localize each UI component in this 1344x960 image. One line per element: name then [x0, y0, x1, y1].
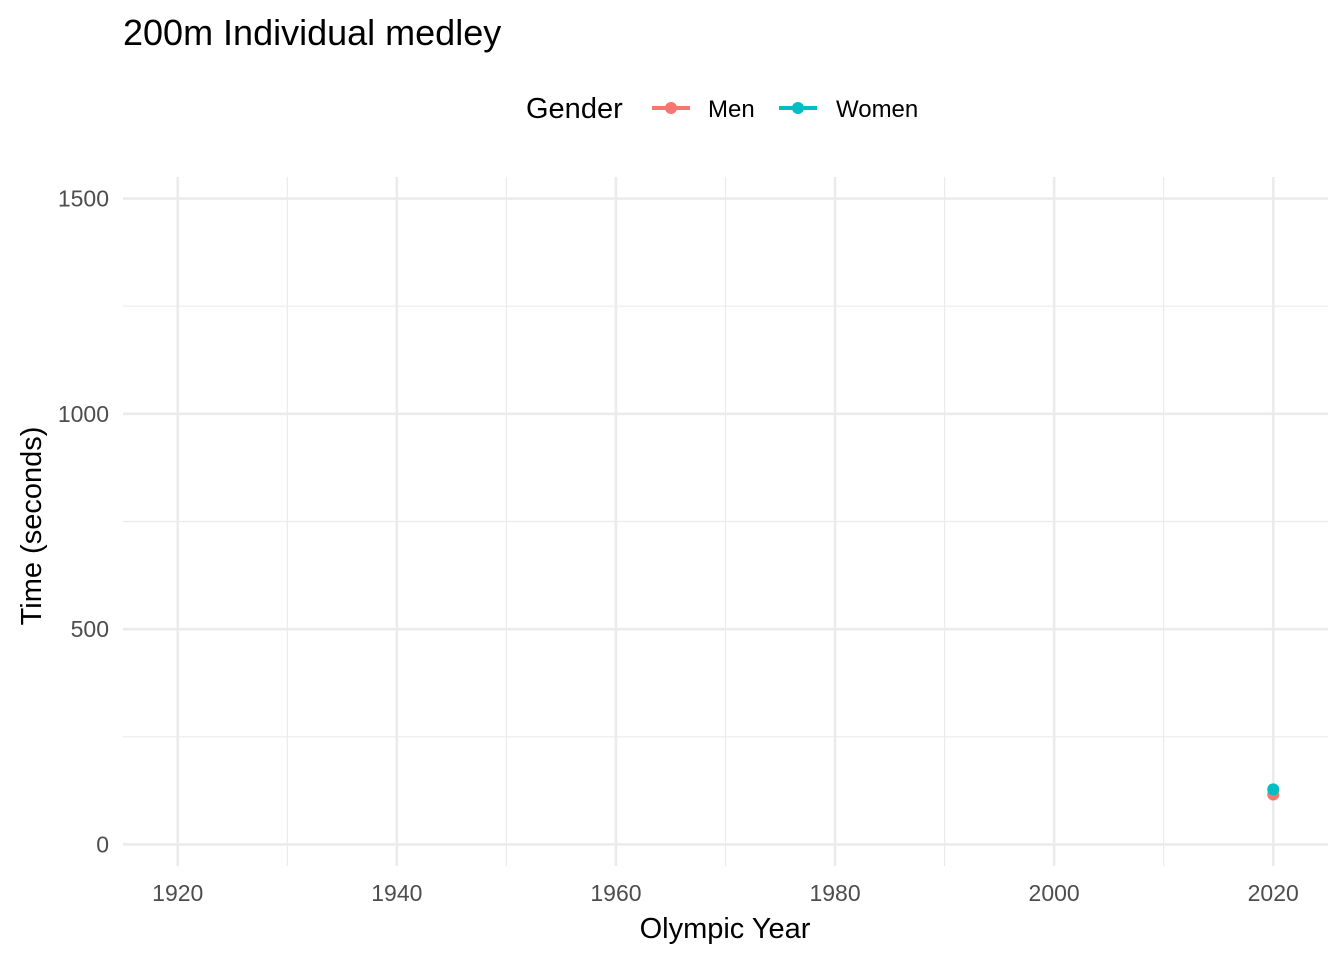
- y-axis-title: Time (seconds): [16, 427, 48, 626]
- legend-label-men: Men: [708, 96, 755, 123]
- legend: Gender Men Women: [526, 93, 918, 125]
- legend-item-women[interactable]: Women: [779, 96, 918, 123]
- legend-title: Gender: [526, 93, 623, 125]
- y-tick-label: 0: [96, 831, 109, 857]
- y-tick-label: 1500: [58, 186, 109, 212]
- y-tick-label: 500: [71, 616, 109, 642]
- data-point[interactable]: [1267, 783, 1280, 796]
- x-tick-label: 1960: [590, 880, 641, 906]
- x-tick-label: 1980: [809, 880, 860, 906]
- x-axis-ticks: 1920 1940 1960 1980 2000 2020: [152, 880, 1299, 906]
- x-axis-title: Olympic Year: [640, 913, 811, 945]
- y-tick-label: 1000: [58, 401, 109, 427]
- series-women: [1267, 783, 1280, 796]
- x-tick-label: 2000: [1029, 880, 1080, 906]
- legend-item-men[interactable]: Men: [652, 96, 755, 123]
- chart-title: 200m Individual medley: [123, 12, 501, 53]
- y-axis-ticks: 0 500 1000 1500: [58, 186, 109, 858]
- legend-key-point-women: [792, 102, 804, 114]
- grid: [123, 177, 1328, 866]
- x-tick-label: 1940: [371, 880, 422, 906]
- x-tick-label: 2020: [1248, 880, 1299, 906]
- data-marks: [1267, 783, 1280, 801]
- legend-key-point-men: [665, 102, 677, 114]
- x-tick-label: 1920: [152, 880, 203, 906]
- legend-label-women: Women: [836, 96, 918, 123]
